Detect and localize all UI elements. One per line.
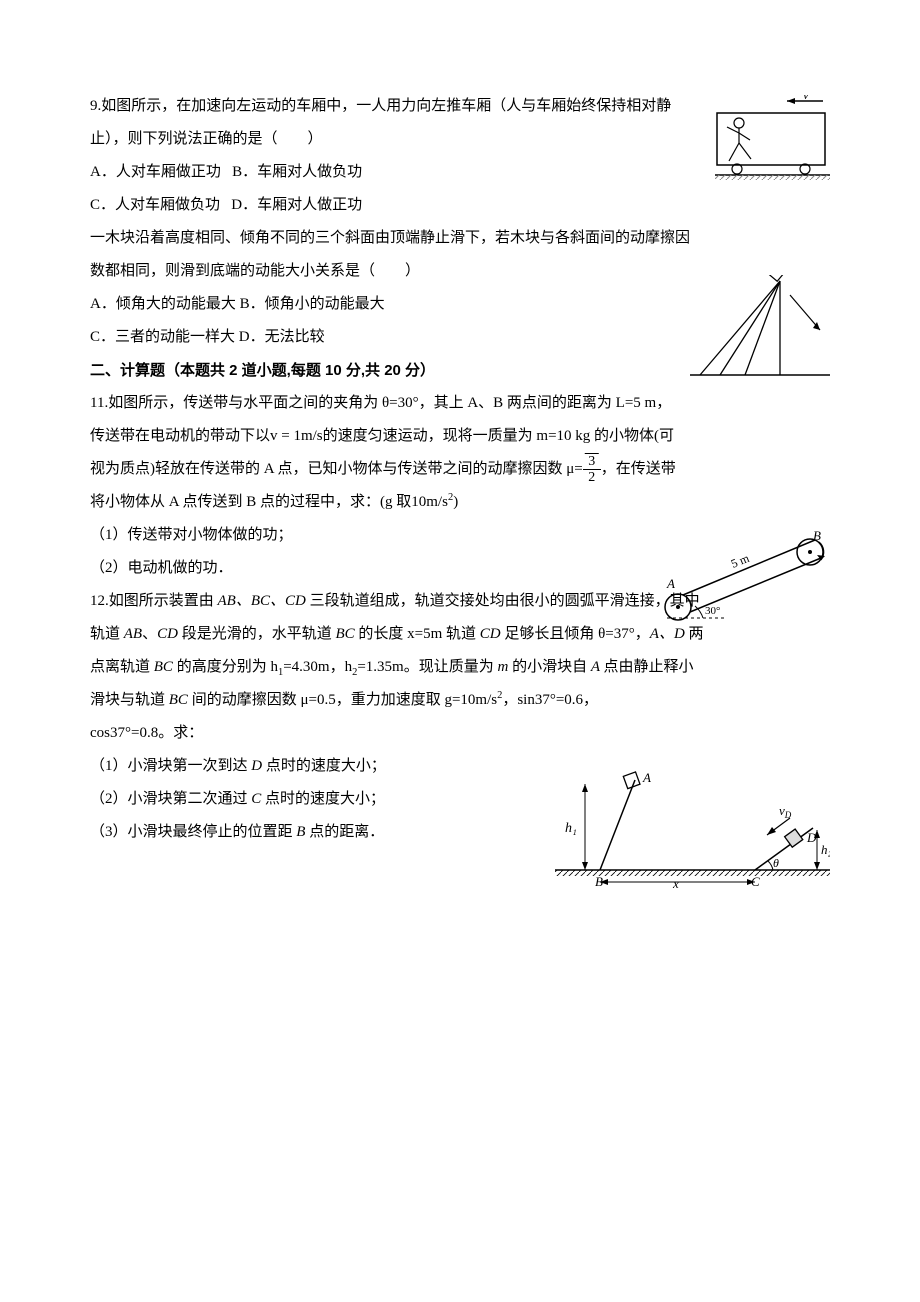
q11-g: 10m/s2 — [411, 494, 453, 510]
q12-l2a: 轨道 — [90, 626, 124, 642]
q12-cd2: CD — [480, 626, 505, 642]
q12-p3a: （3）小滑块最终停止的位置距 — [90, 824, 296, 840]
q11-number: 11. — [90, 395, 108, 411]
section2-title: 二、计算题（本题共 2 道小题,每题 10 分,共 20 分） — [90, 354, 830, 387]
q10-b-label: B． — [240, 296, 265, 312]
q12-p3: （3）小滑块最终停止的位置距 B 点的距离． — [90, 816, 830, 849]
q12-l2d: 足够长且倾角 θ=37°， — [504, 626, 649, 642]
q10-b-text: 倾角小的动能最大 — [265, 296, 385, 312]
q9-choices-cd: C．人对车厢做负功 D．车厢对人做正功 — [90, 189, 830, 222]
q12-ad: A、D — [650, 626, 689, 642]
q9-a-text: 人对车厢做正功 — [116, 164, 221, 180]
q12-p1b: 点时的速度大小； — [266, 758, 386, 774]
q11-l4a: 将小物体从 A 点传送到 B 点的过程中，求：(g 取 — [90, 494, 411, 510]
q12-l2e: 两 — [689, 626, 704, 642]
q12-l4a: 滑块与轨道 — [90, 692, 169, 708]
q12-p2b: 点时的速度大小； — [265, 791, 385, 807]
q11-l2a: 传送带在电动机的带动下以 — [90, 428, 270, 444]
q9-d-text: 车厢对人做正功 — [257, 197, 362, 213]
q12-ab: AB — [124, 626, 142, 642]
q12-line3: 点离轨道 BC 的高度分别为 h1=4.30m，h2=1.35m。现让质量为 m… — [90, 651, 830, 684]
q9-c-label: C． — [90, 197, 115, 213]
q12-bc3: BC — [169, 692, 192, 708]
q12-p1: （1）小滑块第一次到达 D 点时的速度大小； — [90, 750, 830, 783]
q12-bc2: BC — [154, 659, 177, 675]
q9-d-label: D． — [231, 197, 257, 213]
q12-l4c: ，sin37°=0.6， — [502, 692, 598, 708]
q10-d-label: D． — [239, 329, 265, 345]
q11-l3b: ，在传送带 — [601, 461, 676, 477]
q12-line4: 滑块与轨道 BC 间的动摩擦因数 μ=0.5，重力加速度取 g=10m/s2，s… — [90, 684, 830, 717]
q10-a-label: A． — [90, 296, 116, 312]
q12-B: B — [296, 824, 309, 840]
frac-num: 3 — [585, 454, 599, 469]
point-c: C — [751, 874, 760, 889]
q11-line1: 11.如图所示，传送带与水平面之间的夹角为 θ=30°，其上 A、B 两点间的距… — [90, 387, 830, 420]
q12-l3a: 点离轨道 — [90, 659, 154, 675]
q12-p1a: （1）小滑块第一次到达 — [90, 758, 251, 774]
mu-fraction: 3 2 — [583, 454, 601, 486]
q9-line1: 9.如图所示，在加速向左运动的车厢中，一人用力向左推车厢（人与车厢始终保持相对静 — [90, 90, 830, 123]
q12-m: m — [497, 659, 512, 675]
q12-line1: 12.如图所示装置由 AB、BC、CD 三段轨道组成，轨道交接处均由很小的圆弧平… — [90, 585, 830, 618]
q10-d-text: 无法比较 — [265, 329, 325, 345]
q11-line3: 视为质点)轻放在传送带的 A 点，已知小物体与传送带之间的动摩擦因数 μ= 3 … — [90, 453, 830, 486]
q9-b-label: B． — [232, 164, 257, 180]
q12-h1v: =4.30m，h — [283, 659, 352, 675]
q9-b-text: 车厢对人做负功 — [257, 164, 362, 180]
theta-label: θ — [773, 856, 779, 870]
q10-line1: 一木块沿着高度相同、倾角不同的三个斜面由顶端静止滑下，若木块与各斜面间的动摩擦因 — [90, 222, 830, 255]
q12-l2c: 的长度 x=5m 轨道 — [358, 626, 479, 642]
q12-D: D — [251, 758, 266, 774]
q10-c-text: 三者的动能一样大 — [115, 329, 235, 345]
q11-line2: 传送带在电动机的带动下以v = 1m/s的速度匀速运动，现将一质量为 m=10 … — [90, 420, 830, 453]
q12-A: A — [591, 659, 604, 675]
q11-p1: （1）传送带对小物体做的功； — [90, 519, 830, 552]
q9-choices-ab: A．人对车厢做正功 B．车厢对人做负功 — [90, 156, 830, 189]
q12-line2: 轨道 AB、CD 段是光滑的，水平轨道 BC 的长度 x=5m 轨道 CD 足够… — [90, 618, 830, 651]
q11-l4b: ) — [453, 494, 458, 510]
q11-line4: 将小物体从 A 点传送到 B 点的过程中，求：(g 取10m/s2) — [90, 486, 830, 519]
q10-choices-ab: A．倾角大的动能最大 B．倾角小的动能最大 — [90, 288, 830, 321]
q12-number: 12. — [90, 593, 109, 609]
q12-p3b: 点的距离． — [309, 824, 384, 840]
q12-line5: cos37°=0.8。求： — [90, 717, 830, 750]
q9-a-label: A． — [90, 164, 116, 180]
point-b: B — [595, 874, 603, 889]
q12-l1a: 如图所示装置由 — [109, 593, 218, 609]
q10-a-text: 倾角大的动能最大 — [116, 296, 236, 312]
q11-l2b: 的速度匀速运动，现将一质量为 m=10 kg 的小物体(可 — [323, 428, 674, 444]
q12-cd: CD — [157, 626, 182, 642]
q12-l3d: 点由静止释小 — [604, 659, 694, 675]
q12-abc: AB、BC、CD — [218, 593, 310, 609]
q10-c-label: C． — [90, 329, 115, 345]
q12-p2a: （2）小滑块第二次通过 — [90, 791, 251, 807]
x-label: x — [672, 876, 679, 890]
q12-bc: BC — [335, 626, 358, 642]
q12-l1b: 三段轨道组成，轨道交接处均由很小的圆弧平滑连接，其中 — [310, 593, 700, 609]
q11-v: v = 1m/s — [270, 428, 323, 444]
q11-l3a: 视为质点)轻放在传送带的 A 点，已知小物体与传送带之间的动摩擦因数 μ= — [90, 461, 583, 477]
q12-C: C — [251, 791, 265, 807]
q12-l3b: 的高度分别为 h — [177, 659, 278, 675]
q10-choices-cd: C．三者的动能一样大 D．无法比较 — [90, 321, 830, 354]
q12-h2v: =1.35m。现让质量为 — [357, 659, 497, 675]
q12-l3c: 的小滑块自 — [512, 659, 591, 675]
q9-line2: 止），则下列说法正确的是（ ） — [90, 123, 830, 156]
q12-p2: （2）小滑块第二次通过 C 点时的速度大小； — [90, 783, 830, 816]
q9-number: 9. — [90, 98, 101, 114]
q12-l2b: 段是光滑的，水平轨道 — [182, 626, 336, 642]
q10-line2: 数都相同，则滑到底端的动能大小关系是（ ） — [90, 255, 830, 288]
q11-l1: 如图所示，传送带与水平面之间的夹角为 θ=30°，其上 A、B 两点间的距离为 … — [108, 395, 671, 411]
frac-den: 2 — [583, 470, 601, 485]
q9-stem1: 如图所示，在加速向左运动的车厢中，一人用力向左推车厢（人与车厢始终保持相对静 — [101, 98, 671, 114]
q12-l4b: 间的动摩擦因数 μ=0.5，重力加速度取 g=10m/s — [192, 692, 497, 708]
q9-c-text: 人对车厢做负功 — [115, 197, 220, 213]
q11-p2: （2）电动机做的功． — [90, 552, 830, 585]
